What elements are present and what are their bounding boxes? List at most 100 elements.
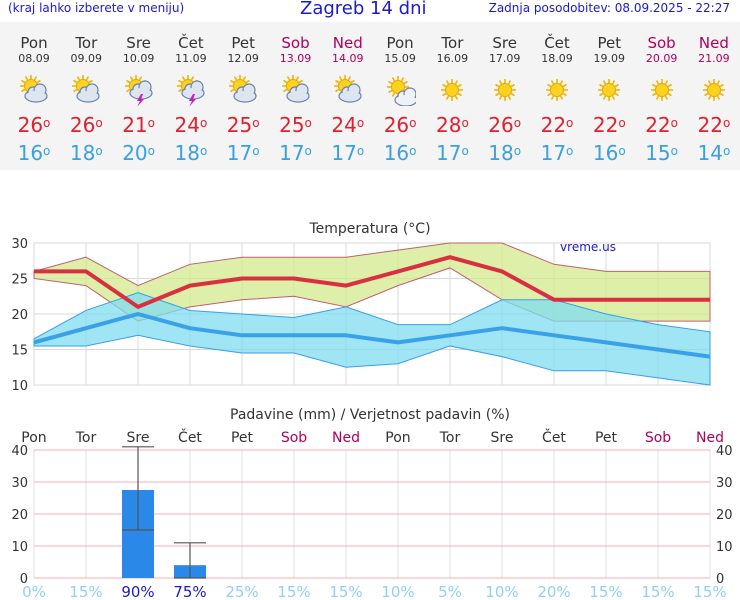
- precipitation-probability-label: 5%: [438, 583, 462, 600]
- forecast-day: Čet 18.09 22o 17 o: [531, 22, 583, 166]
- degree-symbol: o: [618, 144, 626, 158]
- page-title: Zagreb 14 dni: [300, 0, 427, 19]
- max-temperature: 22o: [583, 110, 635, 140]
- partly-cloudy-sun-icon: [270, 66, 322, 110]
- min-temperature: 18o: [60, 140, 112, 166]
- sunny-icon: [636, 66, 688, 110]
- temperature-chart: Temperatura (°C) 10 15 20 25 30 vreme.us: [11, 221, 711, 394]
- y-tick-label-right: 10: [716, 540, 733, 555]
- max-temperature: 24o: [322, 110, 374, 140]
- min-temp-value: 18: [69, 141, 96, 165]
- max-temperature: 22o: [688, 110, 740, 140]
- day-date: 13.09: [279, 52, 312, 65]
- degree-symbol: o: [356, 144, 365, 158]
- max-temp-value: 28: [435, 113, 462, 137]
- min-temperature: 16o: [583, 140, 635, 166]
- y-tick-label-left: 0: [20, 572, 28, 587]
- degree-symbol: o: [409, 144, 417, 158]
- day-name: Pet: [231, 34, 255, 52]
- min-temperature: 17o: [322, 140, 374, 166]
- degree-symbol: o: [147, 116, 155, 130]
- y-tick-label-left: 30: [11, 476, 28, 491]
- day-date: 16.09: [436, 52, 469, 65]
- max-temperature: 25o: [270, 110, 322, 140]
- degree-symbol: o: [147, 144, 155, 158]
- precipitation-error-bar: [122, 446, 154, 531]
- precipitation-probability-label: 10%: [381, 583, 414, 600]
- min-temp-value: 15: [645, 141, 671, 165]
- y-tick-label: 25: [11, 273, 28, 288]
- sunny-icon: [426, 66, 478, 110]
- y-tick-label-right: 20: [716, 508, 733, 523]
- min-temp-value: 17: [540, 141, 567, 165]
- day-name: Tor: [75, 34, 98, 52]
- precipitation-probability-label: 0%: [22, 583, 46, 600]
- precipitation-probability-label: 15%: [277, 583, 310, 600]
- day-axis-label: Sob: [281, 430, 307, 446]
- max-temp-value: 25: [279, 113, 305, 137]
- precipitation-probability-label: 90%: [121, 583, 154, 600]
- day-name: Pon: [386, 34, 414, 52]
- day-date: 21.09: [698, 52, 730, 65]
- precipitation-error-bar: [174, 542, 206, 579]
- watermark-text: vreme.us: [560, 240, 616, 254]
- max-temperature: 22o: [636, 110, 688, 140]
- degree-symbol: o: [304, 144, 312, 158]
- day-axis-label: Ned: [696, 430, 724, 446]
- max-temperature: 26o: [60, 110, 112, 140]
- degree-symbol: o: [618, 116, 626, 130]
- degree-symbol: o: [566, 116, 574, 130]
- location-menu-hint[interactable]: (kraj lahko izberete v meniju): [8, 1, 185, 15]
- partly-cloudy-sun-icon: [217, 66, 269, 110]
- min-temperature: 17o: [426, 140, 478, 166]
- y-tick-label-right: 0: [716, 572, 724, 587]
- min-temp-value: 18: [488, 141, 514, 165]
- max-temperature: 24o: [165, 110, 217, 140]
- degree-symbol: o: [252, 116, 260, 130]
- y-tick-label-right: 30: [716, 476, 733, 491]
- max-temp-value: 24: [331, 113, 357, 137]
- degree-symbol: o: [356, 116, 365, 130]
- mostly-sunny-icon: [374, 66, 426, 110]
- min-temperature-line: [33, 312, 711, 359]
- partly-cloudy-sun-icon: [60, 66, 112, 110]
- day-name: Sob: [647, 34, 676, 52]
- max-temperature: 25o: [217, 110, 269, 140]
- degree-symbol: o: [43, 144, 51, 158]
- max-temperature: 26o: [374, 110, 426, 140]
- max-temperature: 26o: [8, 110, 60, 140]
- max-temp-value: 22: [540, 113, 567, 137]
- forecast-day: Tor 09.09 26o 18o: [60, 22, 112, 166]
- min-temperature: 16o: [374, 140, 426, 166]
- day-name: Tor: [441, 34, 464, 52]
- day-date: 18.09: [541, 52, 573, 65]
- day-axis-label: Tor: [75, 430, 97, 446]
- day-date: 10.09: [122, 52, 155, 65]
- min-temp-value: 16: [592, 141, 619, 165]
- precipitation-probability-label: 10%: [485, 583, 518, 600]
- day-axis-label: Pon: [385, 430, 410, 446]
- temperature-chart-title: Temperatura (°C): [308, 221, 430, 237]
- day-axis-label: Pon: [21, 430, 46, 446]
- precipitation-probability-label: 15%: [693, 583, 726, 600]
- forecast-day: Ned 21.09 22o 14o: [688, 22, 740, 166]
- min-temp-value: 17: [435, 141, 462, 165]
- last-update-text: Zadnja posodobitev: 08.09.2025 - 22:27: [488, 1, 730, 15]
- max-temp-value: 26: [383, 113, 410, 137]
- day-date: 09.09: [70, 52, 103, 65]
- day-name: Čet: [544, 34, 570, 52]
- min-temperature: 17o: [270, 140, 322, 166]
- day-axis-label: Ned: [332, 430, 360, 446]
- y-tick-label-left: 10: [11, 540, 28, 555]
- day-axis-label: Čet: [178, 428, 202, 446]
- min-temp-value: 16: [383, 141, 410, 165]
- y-tick-label-right: 40: [716, 444, 733, 459]
- min-temperature: 18o: [479, 140, 531, 166]
- degree-symbol: o: [670, 144, 678, 158]
- day-name: Ned: [698, 34, 729, 52]
- sunny-icon: [531, 66, 583, 110]
- max-temperature: 22o: [531, 110, 583, 140]
- day-date: 11.09: [175, 52, 207, 65]
- day-name: Sob: [281, 34, 310, 52]
- min-temperature: 14o: [688, 140, 740, 166]
